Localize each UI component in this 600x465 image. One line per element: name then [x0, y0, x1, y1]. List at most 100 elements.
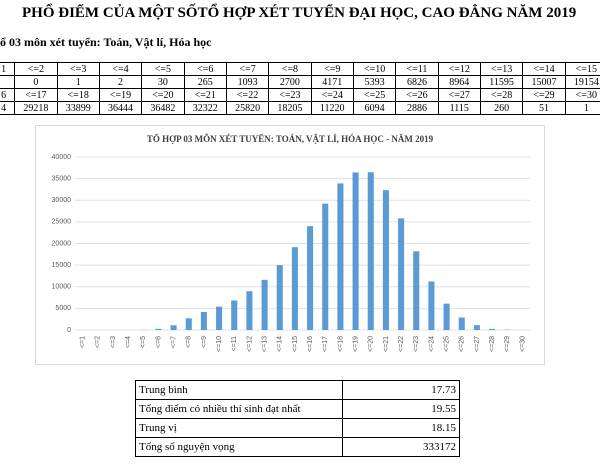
- x-tick-label: <=25: [443, 336, 450, 352]
- score-cell: <=5: [141, 62, 185, 76]
- score-cell: <=13: [479, 62, 524, 76]
- score-cell: 8964: [437, 75, 481, 89]
- score-cell: 2700: [268, 75, 312, 89]
- x-tick-label: <=1: [79, 336, 86, 348]
- bar: [337, 183, 344, 330]
- score-cell: <=21: [183, 88, 227, 102]
- score-row: 4 29218 33899 36444 36482 32322 25820 18205 1122…: [0, 101, 600, 115]
- stats-table: Trung bình 17.73 Tổng điểm có nhiều thí si…: [135, 380, 460, 457]
- score-cell: 2886: [395, 101, 439, 115]
- score-cell: <=17: [14, 88, 58, 102]
- stats-value: 333172: [342, 437, 460, 457]
- x-tick-label: <=12: [246, 336, 253, 352]
- score-cell: <=2: [14, 62, 58, 76]
- x-tick-label: <=20: [368, 336, 375, 352]
- score-cell: 1: [0, 62, 16, 76]
- bar: [155, 328, 162, 330]
- score-cell: <=11: [395, 62, 439, 76]
- score-cell: <=29: [522, 88, 566, 102]
- x-tick-label: <=7: [170, 336, 177, 348]
- x-tick-label: <=27: [474, 336, 481, 352]
- x-tick-label: <=28: [489, 336, 496, 352]
- score-cell: <=6: [183, 62, 227, 76]
- bar: [413, 251, 420, 330]
- score-cell: 36482: [141, 101, 185, 115]
- x-tick-label: <=8: [186, 336, 193, 348]
- bar: [200, 311, 207, 330]
- x-tick-label: <=5: [140, 336, 147, 348]
- stats-value: 19.55: [342, 399, 460, 419]
- score-cell: <=9: [310, 62, 354, 76]
- bar: [291, 247, 298, 330]
- score-row: 6 <=17 <=18 <=19 <=20 <=21 <=22 <=23 <=24 <=25 <=2…: [0, 88, 600, 102]
- x-tick-label: <=13: [261, 336, 268, 352]
- bar: [398, 218, 405, 330]
- score-cell: 0: [14, 75, 58, 89]
- bar: [489, 328, 496, 330]
- score-cell: 25820: [225, 101, 270, 115]
- score-table: 1 <=2 <=3 <=4 <=5 <=6 <=7 <=8 <=9 <=10 <=11 <=12 <=1…: [0, 62, 600, 115]
- chart: TỔ HỢP 03 MÔN XÉT TUYỂN: TOÁN, VẬT LÍ, H…: [35, 125, 545, 365]
- bar: [307, 226, 314, 330]
- bar: [246, 291, 253, 330]
- y-tick-label: 25000: [52, 219, 72, 226]
- score-cell: 2: [98, 75, 143, 89]
- y-tick-label: 35000: [52, 175, 72, 182]
- bar: [382, 190, 389, 330]
- score-cell: 18205: [268, 101, 312, 115]
- score-row: 0 1 2 30 265 1093 2700 4171 5393 6826 8964 11595 150…: [0, 75, 600, 89]
- y-tick-label: 30000: [52, 197, 72, 204]
- score-cell: <=30: [564, 88, 600, 102]
- y-tick-label: 15000: [52, 262, 72, 269]
- score-cell: 29218: [14, 101, 58, 115]
- y-tick-label: 0: [67, 327, 71, 334]
- score-cell: <=28: [479, 88, 524, 102]
- x-tick-label: <=2: [95, 336, 102, 348]
- x-tick-label: <=24: [428, 336, 435, 352]
- stats-label: Tổng số nguyện vọng: [135, 437, 343, 457]
- score-cell: 1: [56, 75, 100, 89]
- stats-row: Tổng số nguyện vọng 333172: [135, 437, 460, 457]
- x-tick-label: <=26: [459, 336, 466, 352]
- score-cell: <=26: [395, 88, 439, 102]
- score-cell: 33899: [56, 101, 100, 115]
- x-tick-label: <=21: [383, 336, 390, 352]
- chart-frame: [35, 125, 545, 365]
- score-cell: 260: [479, 101, 524, 115]
- stats-value: 17.73: [342, 380, 460, 400]
- score-cell: 6094: [352, 101, 397, 115]
- bar: [443, 303, 450, 330]
- bar: [352, 172, 359, 330]
- score-cell: 4171: [310, 75, 354, 89]
- score-cell: <=19: [98, 88, 143, 102]
- score-cell: <=15: [564, 62, 600, 76]
- score-cell: 4: [0, 101, 16, 115]
- bar: [216, 306, 223, 330]
- score-cell: 32322: [183, 101, 227, 115]
- y-tick-label: 10000: [52, 284, 72, 291]
- x-tick-label: <=19: [352, 336, 359, 352]
- x-tick-label: <=30: [519, 336, 526, 352]
- bar: [276, 265, 283, 330]
- x-tick-label: <=23: [413, 336, 420, 352]
- score-cell: <=20: [141, 88, 185, 102]
- score-cell: <=25: [352, 88, 397, 102]
- score-cell: <=22: [225, 88, 270, 102]
- score-cell: <=27: [437, 88, 481, 102]
- x-tick-label: <=6: [155, 336, 162, 348]
- score-cell: <=4: [98, 62, 143, 76]
- x-tick-label: <=15: [292, 336, 299, 352]
- stats-label: Trung vị: [135, 418, 343, 438]
- stats-value: 18.15: [342, 418, 460, 438]
- x-tick-label: <=17: [322, 336, 329, 352]
- stats-row: Trung vị 18.15: [135, 418, 460, 438]
- bar: [231, 300, 238, 330]
- score-row: 1 <=2 <=3 <=4 <=5 <=6 <=7 <=8 <=9 <=10 <=11 <=12 <=1…: [0, 62, 600, 76]
- x-tick-label: <=4: [125, 336, 132, 348]
- bar: [458, 317, 465, 330]
- x-tick-label: <=18: [337, 336, 344, 352]
- score-cell: <=24: [310, 88, 354, 102]
- score-cell: 11220: [310, 101, 354, 115]
- score-cell: 30: [141, 75, 185, 89]
